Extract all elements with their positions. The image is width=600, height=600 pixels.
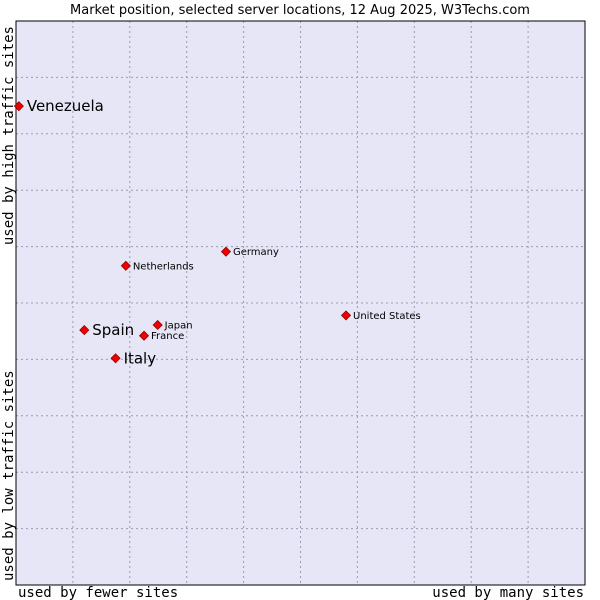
point-label-netherlands: Netherlands: [133, 261, 194, 272]
point-label-italy: Italy: [124, 349, 157, 367]
point-germany: [220, 246, 232, 257]
grid-lines: [16, 21, 585, 585]
point-label-venezuela: Venezuela: [27, 97, 104, 115]
point-italy: [110, 353, 121, 364]
plot-border: [15, 20, 586, 586]
point-venezuela: [13, 101, 24, 112]
point-label-united-states: United States: [353, 311, 421, 322]
point-label-france: France: [151, 331, 184, 342]
x-axis-label-left: used by fewer sites: [18, 585, 178, 600]
point-label-japan: Japan: [164, 320, 193, 331]
point-netherlands: [120, 260, 131, 271]
data-points: Venezuela Germany Netherlands United States…: [13, 97, 421, 367]
point-label-germany: Germany: [233, 247, 279, 258]
y-axis-label-bottom: used by low traffic sites: [1, 370, 17, 581]
chart-title: Market position, selected server locatio…: [70, 3, 530, 18]
point-france: [138, 330, 150, 341]
point-united-states: [340, 310, 352, 321]
point-label-spain: Spain: [92, 321, 134, 339]
point-spain: [79, 325, 90, 336]
x-axis-label-right: used by many sites: [432, 585, 584, 600]
y-axis-label-top: used by high traffic sites: [1, 26, 17, 245]
point-japan: [152, 319, 163, 331]
